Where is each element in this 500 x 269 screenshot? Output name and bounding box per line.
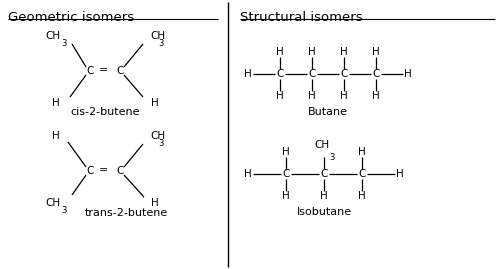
Text: H: H bbox=[308, 91, 316, 101]
Text: H: H bbox=[151, 98, 159, 108]
Text: Butane: Butane bbox=[308, 107, 348, 117]
Text: CH: CH bbox=[45, 31, 60, 41]
Text: 3: 3 bbox=[158, 39, 164, 48]
Text: C: C bbox=[86, 66, 94, 76]
Text: H: H bbox=[372, 47, 380, 57]
Text: CH: CH bbox=[150, 131, 165, 141]
Text: CH: CH bbox=[45, 198, 60, 208]
Text: H: H bbox=[282, 191, 290, 201]
Text: H: H bbox=[244, 169, 252, 179]
Text: C: C bbox=[116, 166, 123, 176]
Text: H: H bbox=[282, 147, 290, 157]
Text: Isobutane: Isobutane bbox=[296, 207, 352, 217]
Text: =: = bbox=[98, 165, 112, 175]
Text: H: H bbox=[308, 47, 316, 57]
Text: H: H bbox=[276, 91, 284, 101]
Text: trans-2-butene: trans-2-butene bbox=[85, 208, 168, 218]
Text: 3: 3 bbox=[61, 39, 66, 48]
Text: C: C bbox=[340, 69, 347, 79]
Text: 3: 3 bbox=[329, 153, 334, 162]
Text: cis-2-butene: cis-2-butene bbox=[70, 107, 140, 117]
Text: Geometric isomers: Geometric isomers bbox=[8, 11, 134, 24]
Text: CH: CH bbox=[314, 140, 330, 150]
Text: H: H bbox=[340, 47, 348, 57]
Text: H: H bbox=[358, 147, 366, 157]
Text: C: C bbox=[308, 69, 316, 79]
Text: H: H bbox=[151, 198, 159, 208]
Text: H: H bbox=[358, 191, 366, 201]
Text: C: C bbox=[320, 169, 328, 179]
Text: C: C bbox=[116, 66, 123, 76]
Text: C: C bbox=[86, 166, 94, 176]
Text: H: H bbox=[404, 69, 412, 79]
Text: 3: 3 bbox=[61, 206, 66, 215]
Text: H: H bbox=[320, 191, 328, 201]
Text: H: H bbox=[52, 131, 60, 141]
Text: Structural isomers: Structural isomers bbox=[240, 11, 362, 24]
Text: C: C bbox=[372, 69, 380, 79]
Text: H: H bbox=[396, 169, 404, 179]
Text: =: = bbox=[98, 65, 112, 75]
Text: H: H bbox=[340, 91, 348, 101]
Text: H: H bbox=[372, 91, 380, 101]
Text: H: H bbox=[276, 47, 284, 57]
Text: H: H bbox=[52, 98, 60, 108]
Text: C: C bbox=[282, 169, 290, 179]
Text: CH: CH bbox=[150, 31, 165, 41]
Text: 3: 3 bbox=[158, 139, 164, 148]
Text: C: C bbox=[276, 69, 283, 79]
Text: C: C bbox=[358, 169, 366, 179]
Text: H: H bbox=[244, 69, 252, 79]
